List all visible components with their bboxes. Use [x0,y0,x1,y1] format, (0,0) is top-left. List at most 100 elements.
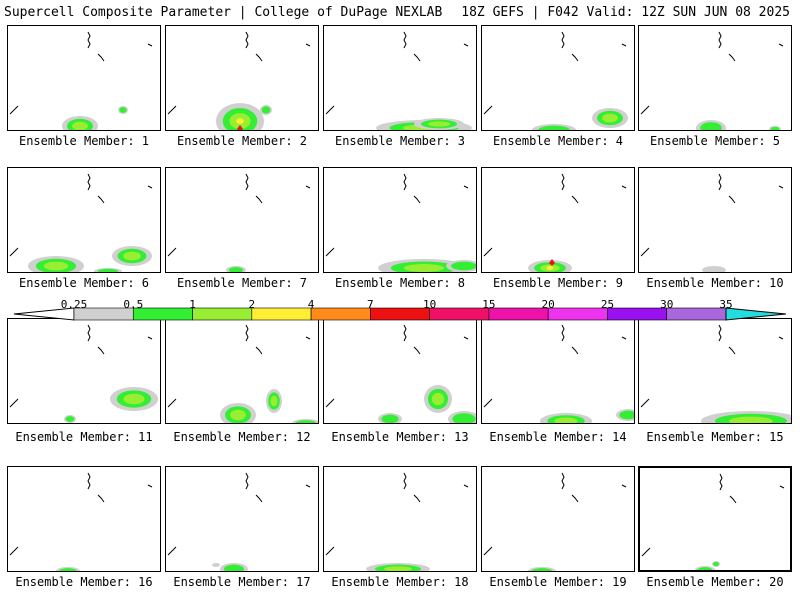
ensemble-member-label: Ensemble Member: 4 [492,134,624,148]
coastline [245,31,249,49]
ensemble-member-label: Ensemble Member: 14 [489,430,627,444]
scp-contour [546,266,554,270]
ensemble-member-16-map[interactable] [7,466,161,572]
ensemble-member-14-map[interactable] [481,318,635,424]
scp-contour [383,566,413,571]
map-plot [167,31,311,130]
ensemble-member-11-map[interactable] [7,318,161,424]
ensemble-member-5-map[interactable] [638,25,792,131]
coastline [325,105,335,115]
ensemble-member-12-map[interactable] [165,318,319,424]
map-plot [167,472,311,571]
coastline [325,247,335,257]
map-plot [167,173,311,272]
coastline [561,324,565,342]
scp-contour [602,113,618,123]
coastline [728,53,736,62]
ensemble-member-label: Ensemble Member: 15 [646,430,784,444]
ensemble-member-1-map[interactable] [7,25,161,131]
ensemble-member-13-map[interactable] [323,318,477,424]
ensemble-member-9-map[interactable] [481,167,635,273]
map-plot [9,173,153,272]
coastline [305,484,311,488]
ensemble-member-label: Ensemble Member: 3 [334,134,466,148]
coastline [167,105,177,115]
coastline [718,31,722,49]
ensemble-member-label: Ensemble Member: 1 [18,134,150,148]
ensemble-member-label: Ensemble Member: 13 [331,430,469,444]
ensemble-member-3-map[interactable] [323,25,477,131]
coastline [87,324,91,342]
coastline [729,495,737,504]
coastline [325,398,335,408]
ensemble-member-19-map[interactable] [481,466,635,572]
map-plot [9,472,153,571]
ensemble-member-4-map[interactable] [481,25,635,131]
ensemble-member-7-map[interactable] [165,167,319,273]
map-plot [9,31,153,130]
map-plot [641,473,785,570]
ensemble-member-label: Ensemble Member: 7 [176,276,308,290]
coastline [147,484,153,488]
coastline [640,105,650,115]
ensemble-member-label: Ensemble Member: 18 [331,575,469,589]
ensemble-member-label: Ensemble Member: 6 [18,276,150,290]
coastline [728,195,736,204]
ensemble-member-2-map[interactable] [165,25,319,131]
scp-contour [212,563,220,567]
scp-contour [223,564,245,571]
map-plot [483,173,627,272]
scp-contour [43,261,69,271]
coastline [728,346,736,355]
colorbar-tick-label: 4 [307,298,315,311]
map-plot [325,472,469,571]
colorbar-segment [370,307,430,321]
colorbar-low-cap [13,307,75,321]
coastline [571,53,579,62]
scp-contour [554,417,578,423]
page-title: Supercell Composite Parameter | College … [4,5,443,20]
scp-contour [261,106,271,114]
ensemble-member-8-map[interactable] [323,167,477,273]
scp-contour [381,414,399,423]
coastline [640,398,650,408]
scp-contour [295,420,317,423]
map-plot [640,173,784,272]
coastline [255,494,263,503]
ensemble-member-17-map[interactable] [165,466,319,572]
ensemble-member-20-map[interactable] [638,466,792,572]
model-run-info: 18Z GEFS | F042 Valid: 12Z SUN JUN 08 20… [461,5,790,20]
scp-contour [119,107,127,113]
map-plot [167,324,318,423]
coastline [97,346,105,355]
coastline [167,247,177,257]
coastline [621,484,627,488]
colorbar-segment [310,307,371,321]
coastline [483,398,493,408]
coastline [167,398,177,408]
ensemble-member-label: Ensemble Member: 8 [334,276,466,290]
colorbar-segment [73,307,134,321]
coastline [718,324,722,342]
coastline [255,195,263,204]
colorbar-tick-label: 7 [367,298,374,311]
ensemble-member-18-map[interactable] [323,466,477,572]
coastline [571,494,579,503]
coastline [413,346,421,355]
coastline [305,336,311,340]
coastline [245,472,249,490]
scp-contour [697,567,713,570]
ensemble-member-10-map[interactable] [638,167,792,273]
colorbar-segment [666,307,727,321]
scp-contour [770,126,780,130]
coastline [403,324,407,342]
map-plot [325,324,476,423]
map-plot [640,324,791,423]
scp-contour [59,568,77,571]
coastline [571,346,579,355]
coastline [167,546,177,556]
ensemble-member-6-map[interactable] [7,167,161,273]
coastline [718,173,722,191]
colorbar-segment [132,307,193,321]
ensemble-member-15-map[interactable] [638,318,792,424]
